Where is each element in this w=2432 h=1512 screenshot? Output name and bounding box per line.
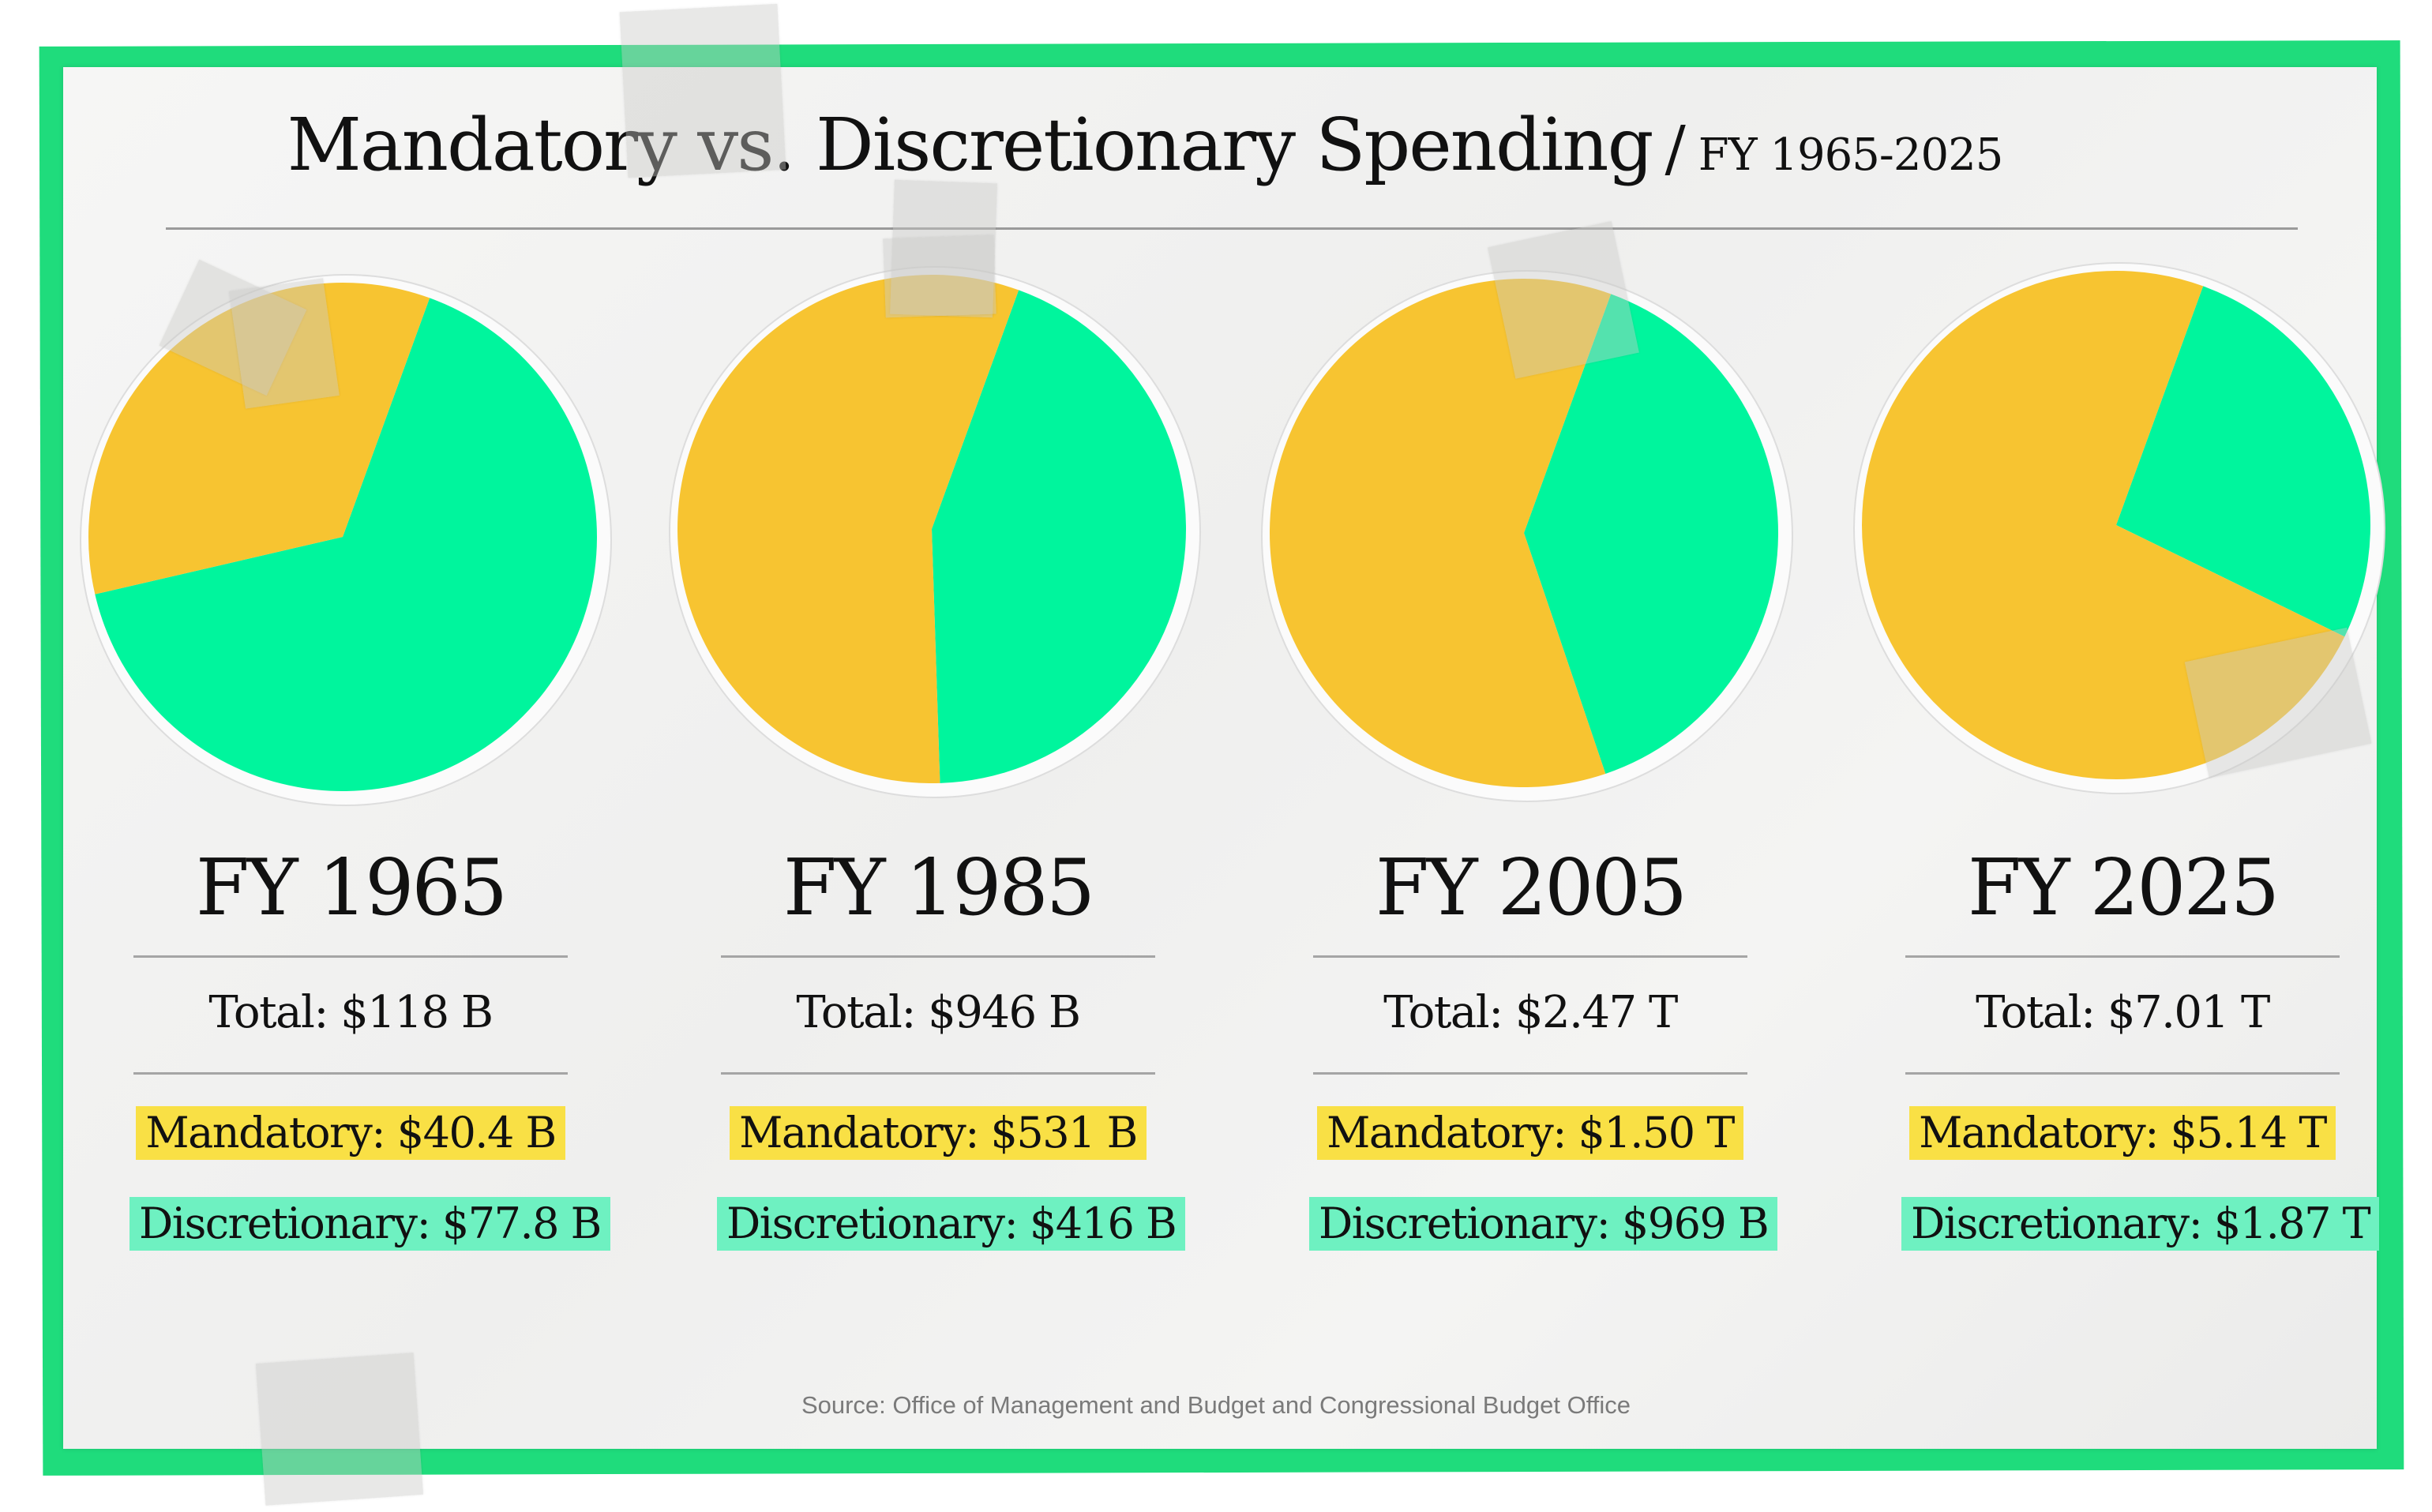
tape-piece [255,1353,424,1506]
source-note: Source: Office of Management and Budget … [801,1391,1631,1419]
divider [1905,955,2340,958]
pie-slice-discretionary [932,290,1187,783]
title-separator: / [1664,114,1686,185]
divider [1905,1072,2340,1075]
column-fy1985: FY 1985 Total: $946 B Mandatory: $531 B … [717,837,1186,1268]
column-fy2005: FY 2005 Total: $2.47 T Mandatory: $1.50 … [1309,837,1778,1268]
divider [133,1072,568,1075]
year-label: FY 1985 [783,843,1095,933]
pie-slice-mandatory [677,275,1019,783]
discretionary-label: Discretionary: $1.87 T [1901,1197,2380,1251]
divider [133,955,568,958]
total-label: Total: $7.01 T [1976,987,2270,1038]
mandatory-label: Mandatory: $1.50 T [1317,1106,1743,1160]
year-label: FY 1965 [195,843,508,933]
divider [1313,955,1747,958]
total-label: Total: $2.47 T [1383,987,1678,1038]
mandatory-label: Mandatory: $5.14 T [1909,1106,2336,1160]
column-fy2025: FY 2025 Total: $7.01 T Mandatory: $5.14 … [1901,837,2380,1268]
chart-title: Mandatory vs. Discretionary Spending / FY … [0,103,2290,187]
tape-piece [619,3,786,178]
title-divider [166,227,2298,230]
tape-piece [229,278,340,409]
pie-slice-discretionary [95,298,598,792]
divider [721,955,1155,958]
column-fy1965: FY 1965 Total: $118 B Mandatory: $40.4 B… [129,837,610,1268]
discretionary-label: Discretionary: $416 B [717,1197,1186,1251]
title-subtitle: FY 1965-2025 [1698,129,2004,181]
pie-slice-discretionary [2116,286,2370,637]
discretionary-label: Discretionary: $77.8 B [129,1197,610,1251]
pie-slice-mandatory [88,283,430,595]
mandatory-label: Mandatory: $531 B [730,1106,1147,1160]
total-label: Total: $118 B [208,987,494,1038]
tape-piece [1488,221,1639,379]
title-main: Mandatory vs. Discretionary Spending [287,103,1654,187]
pie-slice-discretionary [1524,294,1778,774]
total-label: Total: $946 B [796,987,1081,1038]
divider [721,1072,1155,1075]
year-label: FY 2025 [1967,843,2280,933]
discretionary-label: Discretionary: $969 B [1309,1197,1778,1251]
year-label: FY 2005 [1375,843,1687,933]
mandatory-label: Mandatory: $40.4 B [136,1106,565,1160]
pie-slice-mandatory [1270,278,1612,788]
divider [1313,1072,1747,1075]
pie-slice-mandatory [1862,271,2345,780]
tape-piece [883,234,996,318]
